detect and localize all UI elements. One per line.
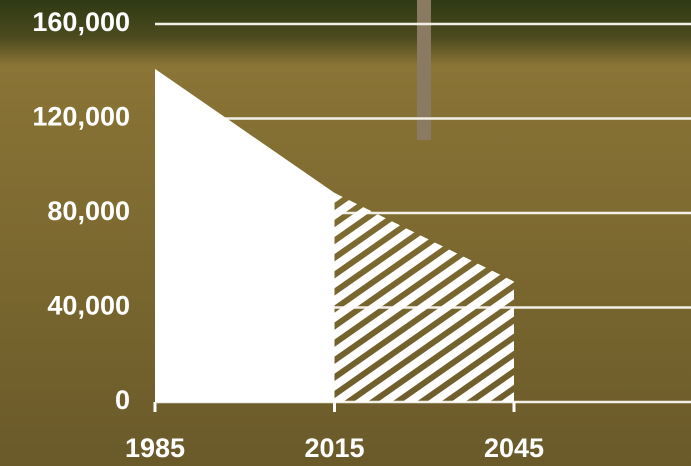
page: 040,00080,000120,000160,000198520152045 … (0, 0, 691, 466)
x-tick-label: 2045 (484, 433, 544, 463)
y-tick-label: 40,000 (47, 291, 130, 321)
y-tick-label: 120,000 (32, 102, 130, 132)
y-tick-label: 0 (115, 385, 130, 415)
y-tick-label: 160,000 (32, 7, 130, 37)
y-tick-label: 80,000 (47, 196, 130, 226)
x-tick-label: 1985 (125, 433, 185, 463)
chart: 0 40,000 80,000 120,000 160,000 1985 2015 2045 (0, 0, 691, 466)
x-tick-label: 2015 (304, 433, 364, 463)
